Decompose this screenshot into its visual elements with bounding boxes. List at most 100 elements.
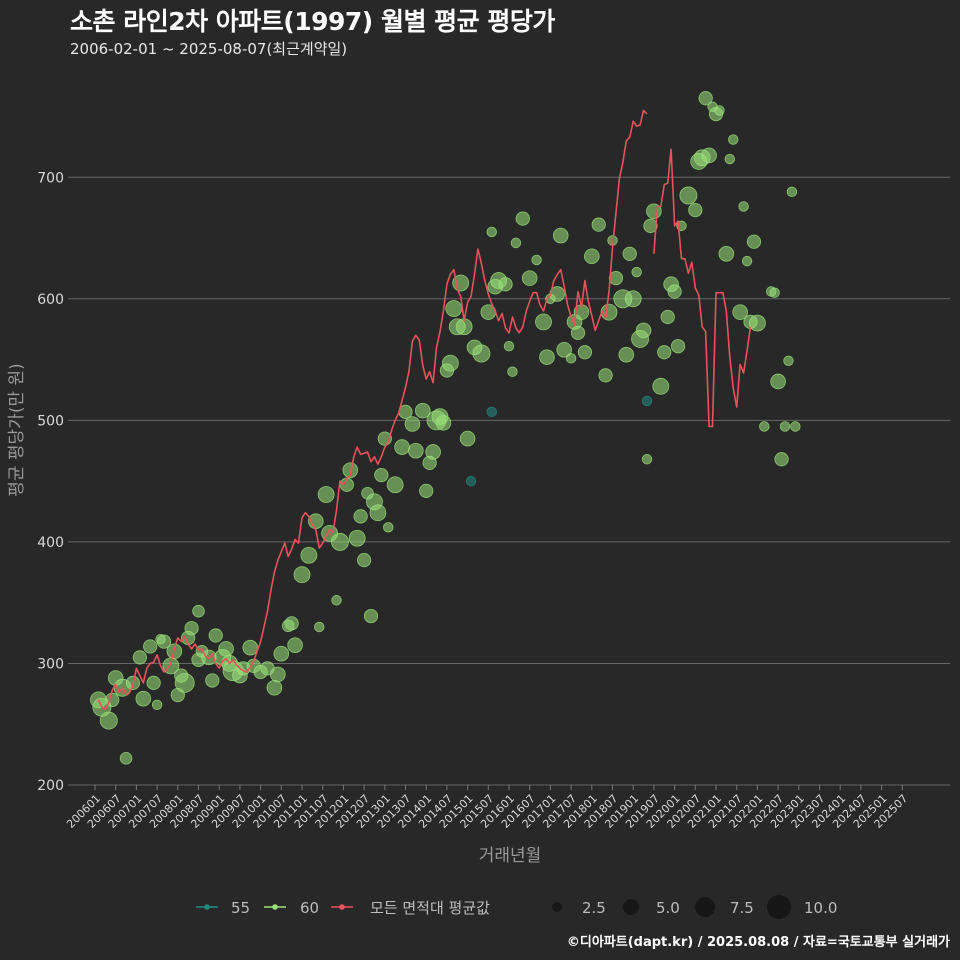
x-axis-ticks: 2006012006072007012007072008012008072009… (64, 785, 910, 831)
legend-size-circle (623, 899, 639, 915)
legend-size-circle (552, 902, 562, 912)
data-point (218, 641, 234, 657)
data-point (641, 454, 653, 465)
data-point (503, 341, 515, 352)
data-point (635, 322, 652, 339)
data-point (741, 255, 753, 267)
data-point (99, 711, 118, 730)
data-point (759, 421, 770, 432)
data-point (383, 522, 394, 533)
data-point (583, 248, 600, 265)
legend-swatch-dot (204, 904, 210, 910)
data-point (652, 377, 670, 395)
data-point (314, 621, 325, 633)
data-point (539, 349, 555, 365)
data-point (242, 639, 259, 656)
y-tick-label: 300 (37, 656, 64, 672)
data-point (783, 355, 794, 366)
chart-subtitle: 2006-02-01 ~ 2025-08-07(최근계약일) (70, 40, 348, 58)
data-point (688, 202, 703, 218)
legend-size-label: 5.0 (656, 899, 680, 917)
legend-size-label: 2.5 (582, 899, 606, 917)
data-point (374, 467, 389, 483)
data-point (330, 532, 349, 551)
data-point (624, 290, 642, 308)
data-point (774, 452, 789, 467)
legend-label: 모든 면적대 평균값 (370, 899, 490, 917)
data-point (270, 666, 286, 683)
data-point (293, 566, 311, 584)
y-tick-label: 200 (37, 778, 64, 794)
data-point (273, 645, 290, 662)
data-point (331, 595, 342, 606)
data-point (425, 444, 441, 460)
data-point (287, 637, 303, 654)
chart-title: 소촌 라인2차 아파트(1997) 월별 평균 평당가 (70, 7, 555, 36)
y-tick-label: 500 (37, 413, 64, 429)
legend: 55 60 모든 면적대 평균값 2.5 5.0 7.5 10.0 (196, 895, 837, 919)
data-point (770, 373, 786, 390)
data-point (386, 476, 404, 494)
data-point (459, 430, 476, 447)
data-point (510, 237, 522, 249)
data-point (591, 217, 606, 232)
data-point (570, 325, 586, 340)
data-point (701, 147, 717, 164)
data-point (266, 679, 283, 696)
y-axis-ticks: 200 300 400 500 600 700 (37, 170, 64, 794)
data-point (790, 421, 801, 432)
legend-swatch-dot (272, 904, 278, 910)
legend-size-circle (767, 895, 791, 919)
data-point (300, 546, 318, 564)
data-point (486, 406, 497, 418)
data-point (565, 353, 577, 364)
data-point (284, 616, 299, 631)
data-point (317, 486, 335, 503)
data-point (746, 234, 762, 249)
data-point (408, 442, 424, 459)
data-point (441, 354, 459, 372)
data-point (192, 604, 205, 618)
data-point (643, 218, 658, 233)
data-point (738, 201, 749, 212)
legend-swatch-dot (339, 904, 345, 910)
data-point (119, 751, 133, 765)
data-point (135, 690, 152, 707)
data-point (363, 608, 379, 624)
data-point (577, 345, 593, 360)
data-point (618, 346, 635, 363)
data-point (356, 553, 372, 568)
data-point (660, 309, 675, 325)
data-point (667, 284, 682, 299)
data-point (598, 368, 613, 383)
data-point (622, 246, 637, 261)
data-point (156, 634, 172, 649)
data-point (414, 402, 431, 419)
data-point (342, 462, 359, 478)
y-tick-label: 600 (37, 292, 64, 308)
data-point (769, 287, 780, 298)
legend-size-label: 10.0 (804, 899, 837, 917)
average-line-path (97, 109, 752, 711)
data-point (205, 673, 220, 688)
data-point (521, 270, 538, 286)
data-point (515, 211, 530, 226)
data-point (394, 439, 410, 455)
legend-label: 55 (231, 899, 250, 917)
data-point (670, 339, 686, 354)
data-point (348, 529, 366, 547)
data-point (657, 345, 672, 360)
footer-credit: ©디아파트(dapt.kr) / 2025.08.08 / 자료=국토교통부 실… (566, 935, 950, 950)
data-point (641, 395, 653, 407)
average-line (97, 109, 752, 711)
data-point (531, 254, 542, 266)
data-point (419, 483, 434, 498)
data-point (728, 134, 739, 145)
data-point (132, 650, 147, 665)
y-tick-label: 700 (37, 170, 64, 186)
data-point (507, 366, 518, 377)
data-point (369, 504, 387, 522)
data-point (353, 509, 368, 524)
data-point (143, 639, 158, 654)
legend-label: 60 (300, 899, 319, 917)
